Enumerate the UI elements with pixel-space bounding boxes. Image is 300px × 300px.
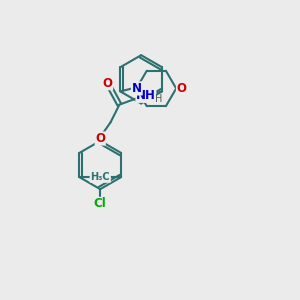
Text: O: O <box>95 132 105 145</box>
Text: N: N <box>131 82 142 95</box>
Text: CH₃: CH₃ <box>91 172 110 182</box>
Text: H: H <box>154 94 162 104</box>
Text: H₃C: H₃C <box>90 172 110 182</box>
Text: Cl: Cl <box>94 197 106 210</box>
Text: O: O <box>103 77 112 90</box>
Text: NH: NH <box>136 89 156 102</box>
Text: O: O <box>176 82 187 95</box>
